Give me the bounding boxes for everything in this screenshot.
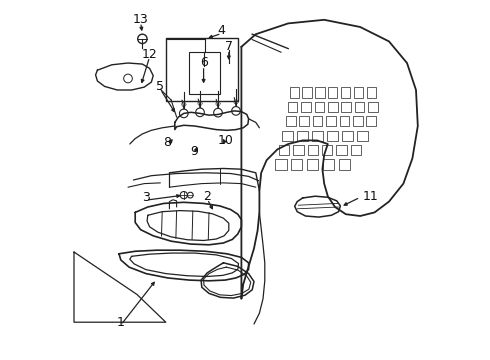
Bar — [353, 116, 363, 126]
Text: 1: 1 — [117, 316, 125, 329]
Bar — [293, 145, 304, 155]
Text: 12: 12 — [142, 48, 157, 60]
Bar — [307, 159, 318, 170]
Bar — [291, 159, 302, 170]
Bar — [189, 52, 220, 94]
Bar — [368, 102, 378, 112]
Bar — [337, 145, 347, 155]
Bar — [313, 116, 322, 126]
Bar — [166, 38, 238, 101]
Bar — [342, 102, 351, 112]
Bar — [366, 116, 376, 126]
Text: 8: 8 — [164, 136, 171, 149]
Bar — [313, 131, 323, 141]
Text: 6: 6 — [199, 57, 208, 69]
Bar — [286, 116, 295, 126]
Bar — [299, 116, 309, 126]
Bar — [341, 87, 350, 98]
Text: 2: 2 — [203, 190, 211, 203]
Bar — [301, 102, 311, 112]
Text: 9: 9 — [191, 145, 198, 158]
Bar — [297, 131, 308, 141]
Bar — [357, 131, 368, 141]
Bar — [340, 116, 349, 126]
Bar — [290, 87, 299, 98]
Bar — [323, 159, 334, 170]
Text: 7: 7 — [225, 40, 233, 53]
Bar — [327, 131, 338, 141]
Text: 5: 5 — [156, 80, 165, 93]
Bar — [288, 102, 297, 112]
Bar — [322, 145, 332, 155]
Text: 4: 4 — [218, 24, 225, 37]
Bar — [282, 131, 293, 141]
Bar — [302, 87, 312, 98]
Bar — [316, 87, 324, 98]
Text: 11: 11 — [363, 190, 379, 203]
Bar — [275, 159, 287, 170]
Bar — [328, 102, 338, 112]
Bar — [308, 145, 318, 155]
Bar — [355, 102, 365, 112]
Bar — [343, 131, 353, 141]
Bar — [315, 102, 324, 112]
Bar — [354, 87, 363, 98]
Bar — [351, 145, 361, 155]
Bar — [339, 159, 350, 170]
Bar — [367, 87, 376, 98]
Bar — [326, 116, 336, 126]
Text: 13: 13 — [133, 13, 148, 26]
Text: 10: 10 — [217, 134, 233, 147]
Text: 3: 3 — [142, 191, 150, 204]
Bar — [279, 145, 289, 155]
Bar — [328, 87, 338, 98]
